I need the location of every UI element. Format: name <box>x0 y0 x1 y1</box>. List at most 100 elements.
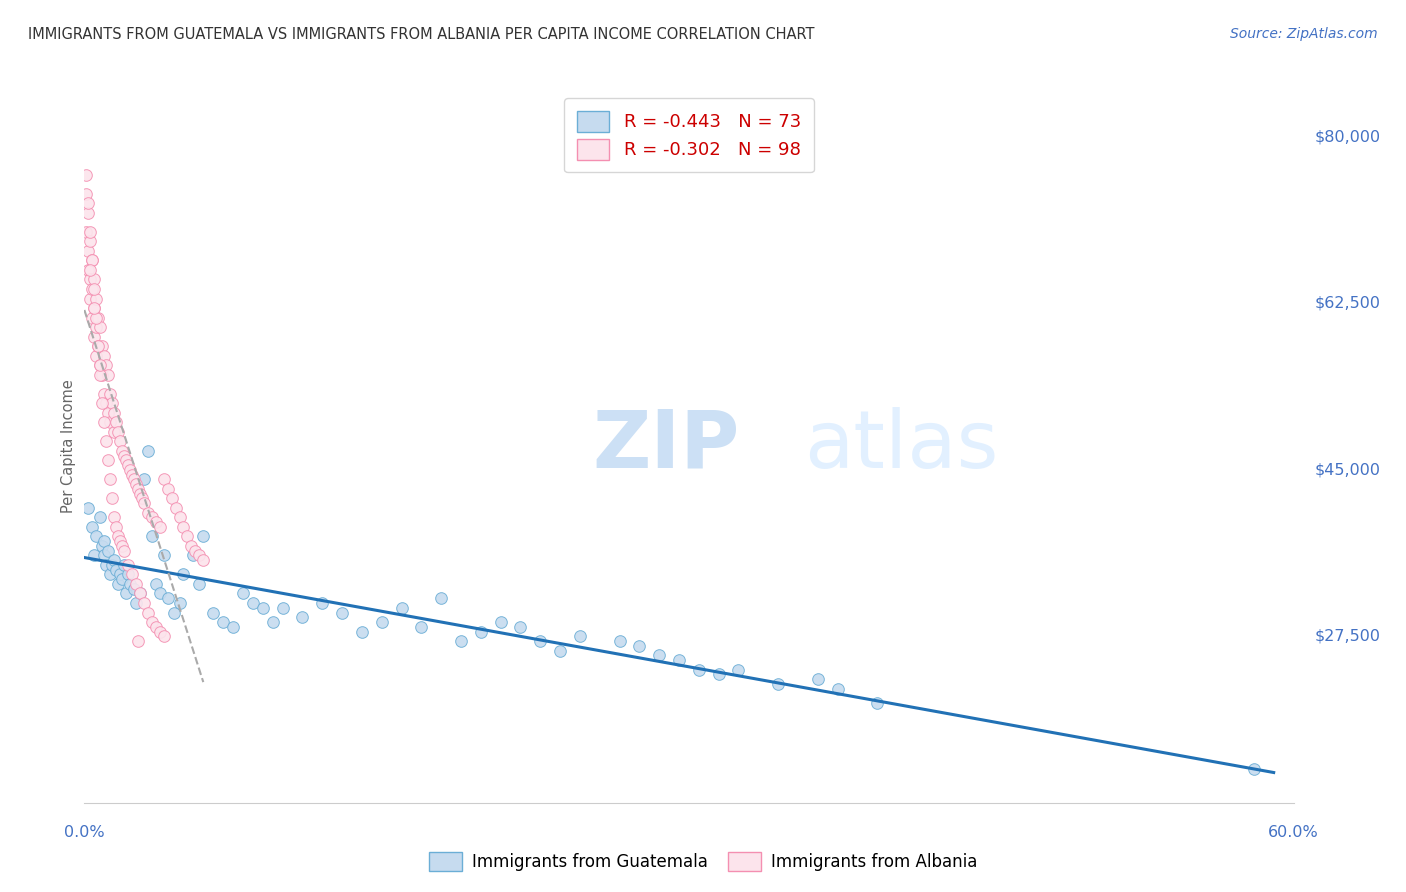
Point <box>84 310 107 325</box>
Point <box>111 572 134 586</box>
Point <box>108 567 131 582</box>
Point <box>89 358 111 372</box>
Point <box>766 677 789 691</box>
Point <box>212 615 235 629</box>
Point <box>111 443 134 458</box>
Point <box>489 615 512 629</box>
Point <box>101 396 124 410</box>
Text: $62,500: $62,500 <box>1315 296 1381 310</box>
Point <box>188 549 211 563</box>
Legend: Immigrants from Guatemala, Immigrants from Albania: Immigrants from Guatemala, Immigrants fr… <box>420 843 986 880</box>
Point <box>132 472 155 486</box>
Point <box>89 358 111 372</box>
Point <box>121 567 143 582</box>
Point <box>132 596 155 610</box>
Point <box>136 506 159 520</box>
Point <box>79 272 101 286</box>
Point <box>117 567 139 582</box>
Point <box>98 415 121 429</box>
Point <box>112 558 135 572</box>
Text: ZIP: ZIP <box>592 407 740 485</box>
Point <box>548 643 571 657</box>
Point <box>262 615 284 629</box>
Point <box>115 586 138 600</box>
Point <box>118 577 141 591</box>
Point <box>866 696 889 710</box>
Point <box>149 624 172 639</box>
Point <box>83 282 105 296</box>
Point <box>84 292 107 306</box>
Point <box>188 577 211 591</box>
Point <box>136 606 159 620</box>
Point <box>93 386 115 401</box>
Point <box>77 244 100 258</box>
Point <box>105 520 128 534</box>
Point <box>98 567 121 582</box>
Point <box>79 235 101 249</box>
Text: $27,500: $27,500 <box>1315 629 1381 644</box>
Point <box>83 301 105 315</box>
Point <box>172 567 194 582</box>
Point <box>83 329 105 343</box>
Point <box>193 529 215 543</box>
Point <box>165 500 187 515</box>
Point <box>183 549 205 563</box>
Point <box>84 320 107 334</box>
Point <box>77 263 100 277</box>
Point <box>827 681 849 696</box>
Point <box>125 477 148 491</box>
Point <box>430 591 453 606</box>
Point <box>84 529 107 543</box>
Point <box>152 629 174 643</box>
Point <box>232 586 254 600</box>
Point <box>112 543 135 558</box>
Point <box>108 434 131 449</box>
Point <box>128 586 150 600</box>
Point <box>648 648 671 663</box>
Point <box>82 253 104 268</box>
Point <box>79 263 101 277</box>
Point <box>727 663 749 677</box>
Point <box>83 549 105 563</box>
Point <box>668 653 690 667</box>
Point <box>87 310 110 325</box>
Point <box>688 663 710 677</box>
Point <box>96 396 118 410</box>
Point <box>93 415 115 429</box>
Point <box>117 558 139 572</box>
Point <box>450 634 472 648</box>
Point <box>125 596 148 610</box>
Point <box>470 624 492 639</box>
Point <box>117 458 139 472</box>
Point <box>707 667 730 681</box>
Point <box>75 186 97 201</box>
Y-axis label: Per Capita Income: Per Capita Income <box>60 379 76 513</box>
Point <box>271 600 294 615</box>
Point <box>82 520 104 534</box>
Text: 60.0%: 60.0% <box>1268 825 1319 840</box>
Point <box>87 339 110 353</box>
Point <box>97 453 120 467</box>
Point <box>112 449 135 463</box>
Point <box>101 491 124 506</box>
Point <box>97 543 120 558</box>
Point <box>75 225 97 239</box>
Point <box>93 349 115 363</box>
Point <box>370 615 392 629</box>
Point <box>180 539 202 553</box>
Point <box>141 615 163 629</box>
Point <box>291 610 314 624</box>
Point <box>79 292 101 306</box>
Point <box>82 282 104 296</box>
Point <box>127 482 149 496</box>
Point <box>75 168 97 182</box>
Point <box>252 600 274 615</box>
Point <box>529 634 551 648</box>
Point <box>202 606 225 620</box>
Point <box>105 415 128 429</box>
Point <box>509 620 531 634</box>
Point <box>411 620 433 634</box>
Point <box>103 510 125 524</box>
Legend: R = -0.443   N = 73, R = -0.302   N = 98: R = -0.443 N = 73, R = -0.302 N = 98 <box>564 98 814 172</box>
Point <box>172 520 194 534</box>
